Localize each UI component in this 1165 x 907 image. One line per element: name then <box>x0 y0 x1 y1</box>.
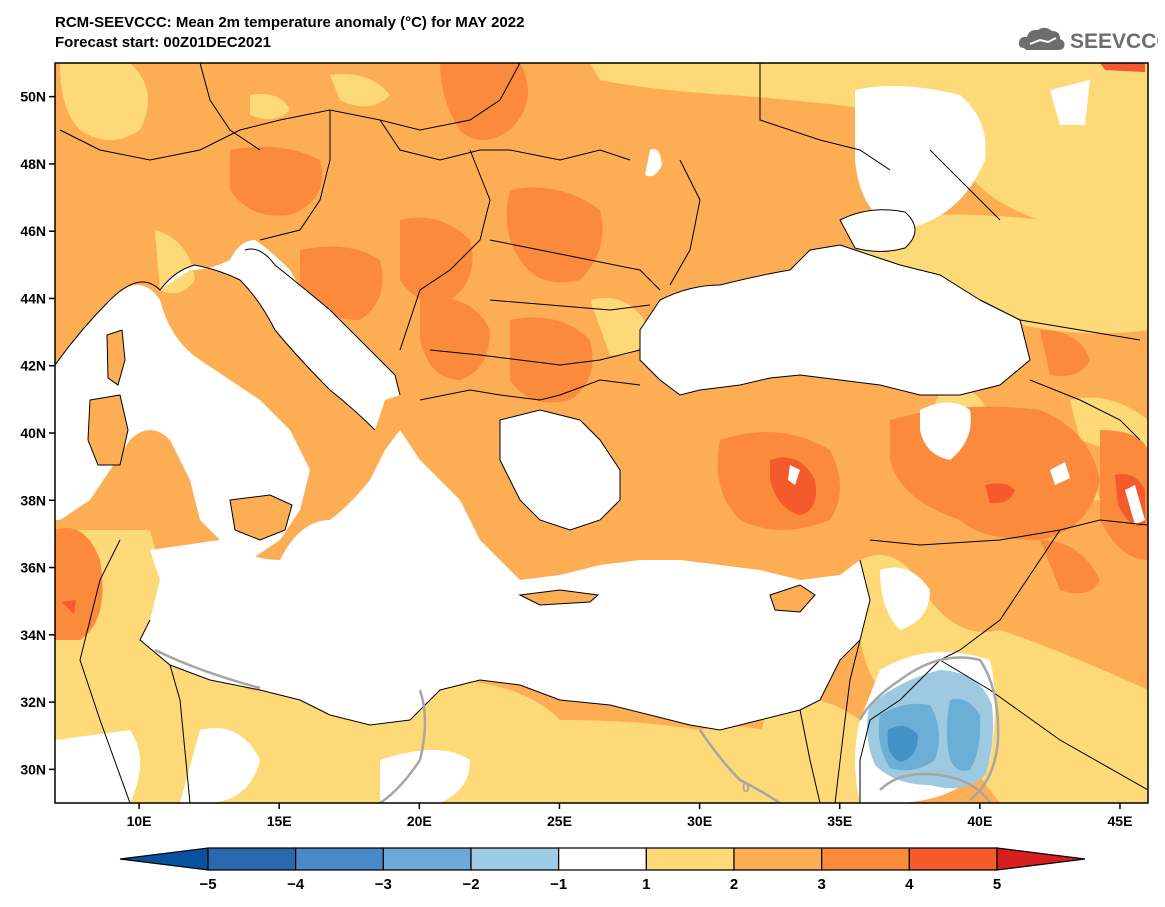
colorbar-segment <box>382 847 472 871</box>
colorbar-label: 3 <box>817 876 825 893</box>
lat-tick-label: 32N <box>20 694 46 710</box>
lon-tick-label: 30E <box>687 813 712 829</box>
adriatic-sea <box>245 249 400 400</box>
colorbar-label: 2 <box>730 876 738 893</box>
colorbar-label: 1 <box>642 876 650 893</box>
lon-tick-label: 45E <box>1108 813 1133 829</box>
logo-text: SEEVCCC <box>1070 30 1158 53</box>
forecast-start-label: Forecast start: 00Z01DEC2021 <box>55 34 271 51</box>
latitude-axis: 50N 48N 46N 44N 42N 40N 38N 36N 34N 32N 30N <box>20 89 55 777</box>
colorbar-segment <box>470 847 560 871</box>
colorbar: −5 −4 −3 −2 −1 1 2 3 4 5 <box>119 847 1086 893</box>
borders-coastlines <box>55 63 1148 803</box>
zero-contour-label: 0 <box>742 779 750 795</box>
lat-tick-label: 40N <box>20 425 46 441</box>
lat-tick-label: 44N <box>20 290 46 306</box>
lat-tick-label: 50N <box>20 89 46 105</box>
lat-tick-label: 30N <box>20 761 46 777</box>
colorbar-segment <box>821 847 910 871</box>
colorbar-segment <box>207 847 297 871</box>
mediterranean-sea <box>55 240 870 730</box>
islands <box>88 330 815 612</box>
anomaly-field: 0 <box>55 63 1148 803</box>
lat-tick-label: 34N <box>20 627 46 643</box>
colorbar-label: −2 <box>462 876 479 893</box>
colorbar-label: −4 <box>287 876 305 893</box>
lon-tick-label: 20E <box>407 813 432 829</box>
colorbar-segment <box>996 847 1086 871</box>
black-sea <box>640 245 1030 395</box>
colorbar-segment <box>119 847 209 871</box>
lat-tick-label: 48N <box>20 156 46 172</box>
colorbar-segment <box>908 847 998 871</box>
lon-tick-label: 25E <box>547 813 572 829</box>
lon-tick-label: 35E <box>827 813 852 829</box>
longitude-axis: 10E 15E 20E 25E 30E 35E 40E 45E <box>127 803 1133 829</box>
lon-tick-label: 40E <box>967 813 992 829</box>
seevccc-logo: SEEVCCC <box>1018 22 1165 56</box>
map-title: RCM-SEEVCCC: Mean 2m temperature anomaly… <box>55 14 525 31</box>
lon-tick-label: 15E <box>267 813 292 829</box>
colorbar-label: 4 <box>905 876 914 893</box>
negative-anomaly-region <box>866 670 994 789</box>
colorbar-segment <box>558 847 647 871</box>
azov-sea <box>840 209 915 252</box>
cloud-icon: SEEVCCC <box>1018 27 1165 53</box>
colorbar-segment <box>295 847 384 871</box>
lat-tick-label: 46N <box>20 223 46 239</box>
lat-tick-label: 42N <box>20 358 46 374</box>
colorbar-label: 5 <box>993 876 1001 893</box>
lon-tick-label: 10E <box>127 813 152 829</box>
lat-tick-label: 36N <box>20 560 46 576</box>
colorbar-label: −1 <box>550 876 567 893</box>
zero-anomaly-contour <box>154 648 1000 803</box>
colorbar-label: −5 <box>199 876 216 893</box>
lat-tick-label: 38N <box>20 492 46 508</box>
colorbar-label: −3 <box>375 876 392 893</box>
anomaly-1-2-regions <box>55 63 1148 803</box>
colorbar-segment <box>645 847 735 871</box>
colorbar-segment <box>733 847 823 871</box>
